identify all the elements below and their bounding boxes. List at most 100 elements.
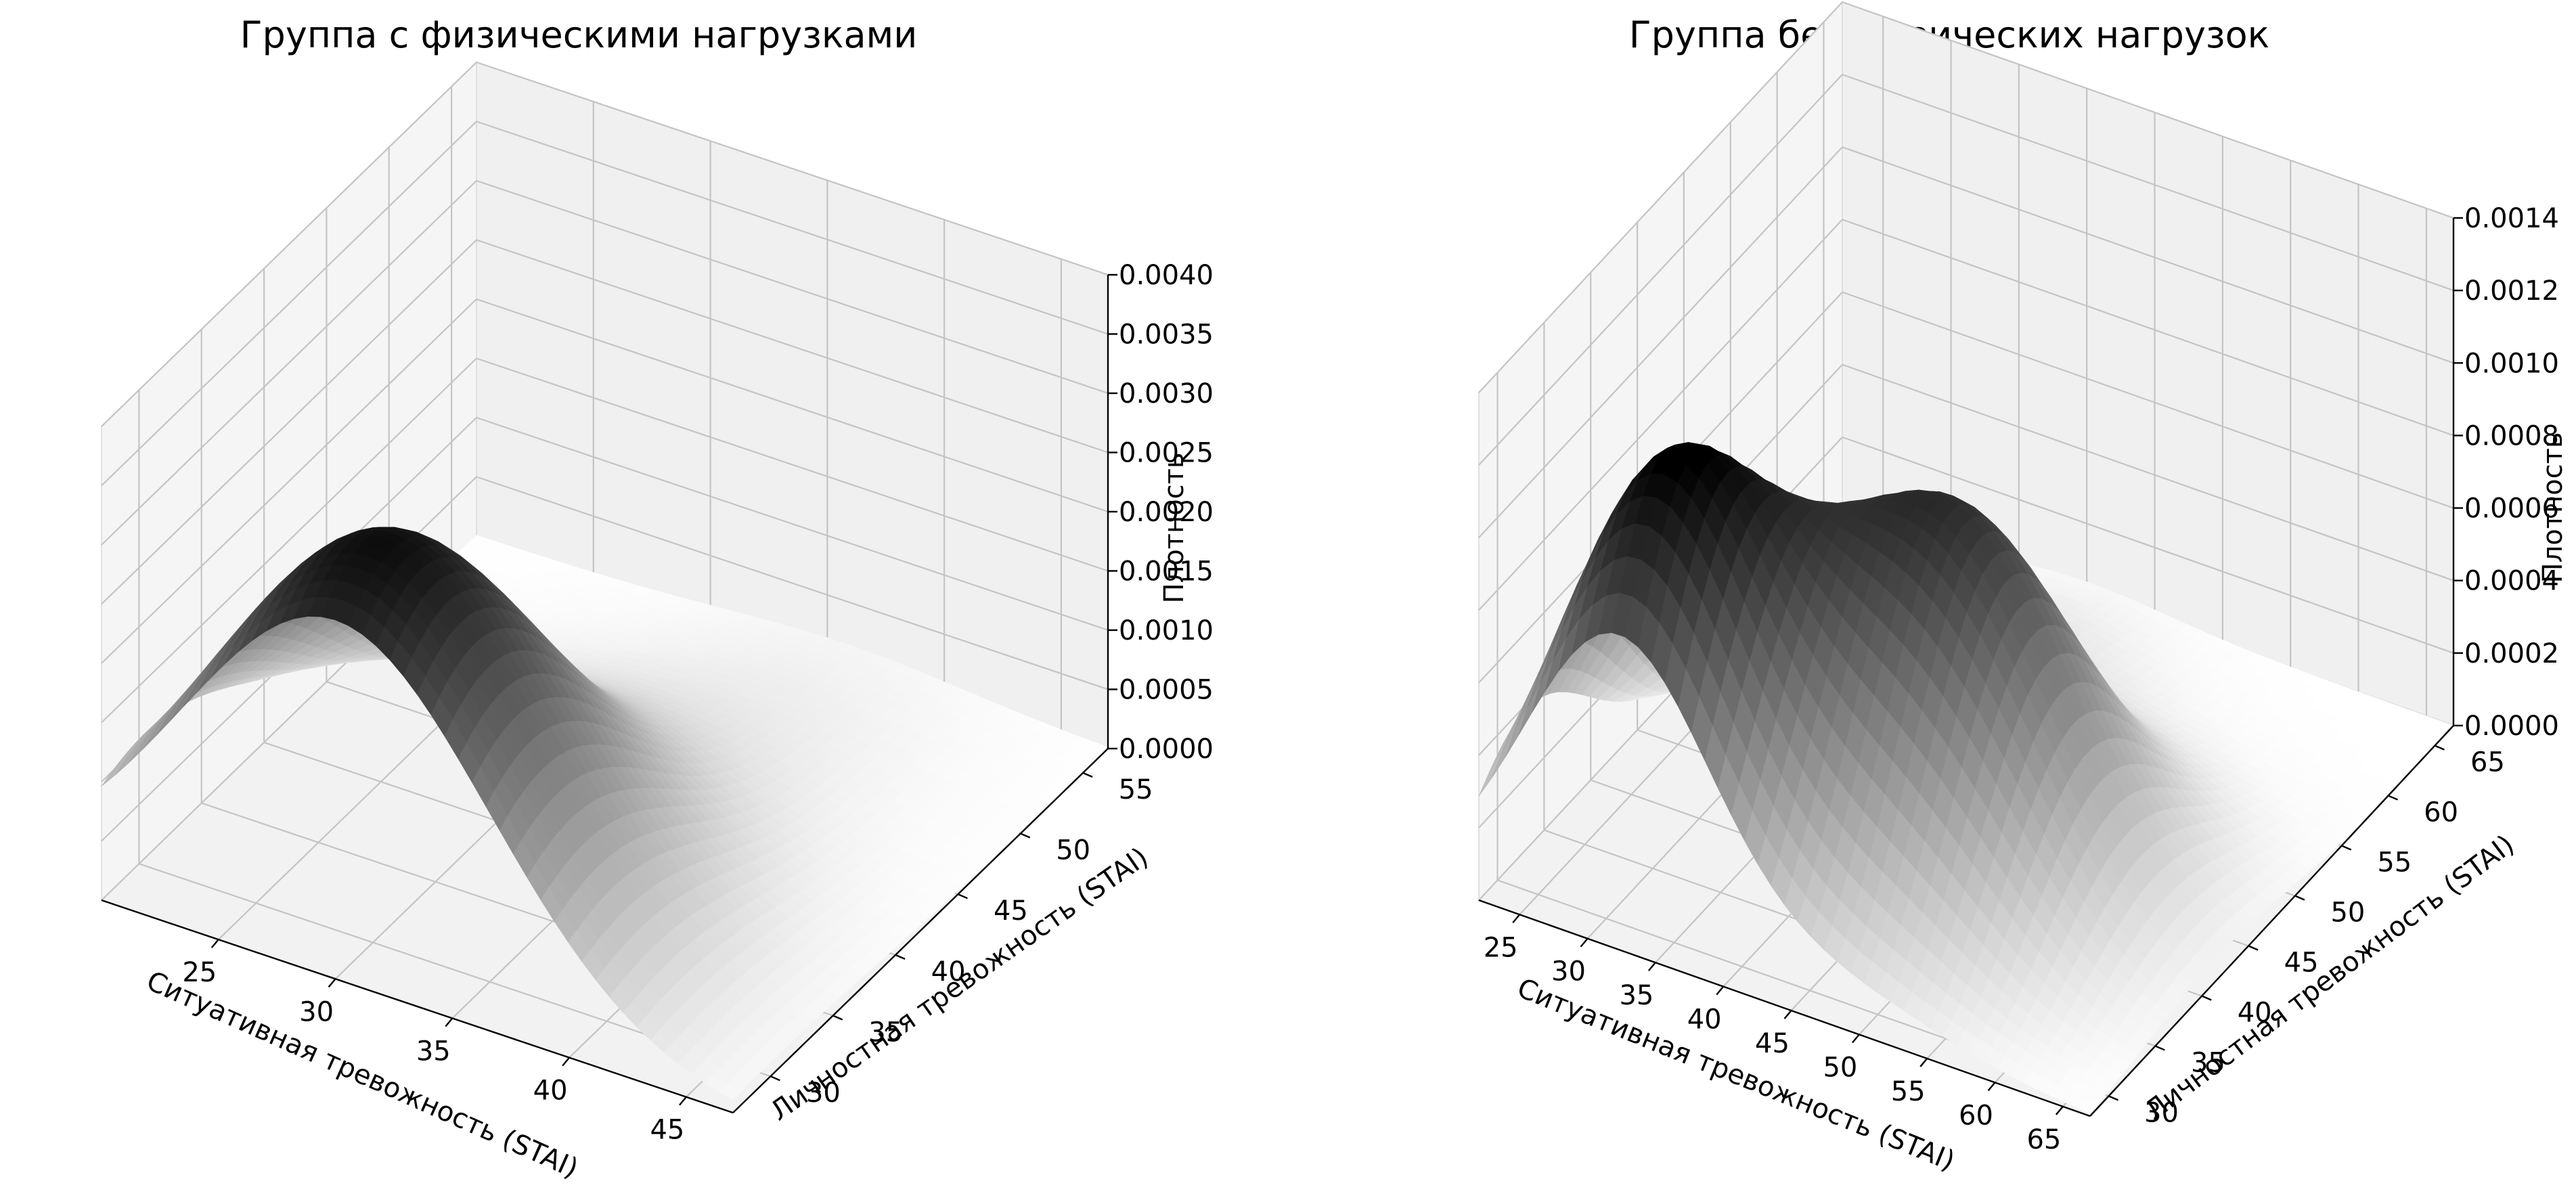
grid-line: [101, 239, 477, 605]
surface-patch: [719, 1083, 742, 1101]
grid-line: [476, 239, 1109, 453]
x-tick: [210, 939, 219, 948]
z-tick-label: 0.0010: [2464, 348, 2559, 379]
y-tick: [895, 954, 906, 960]
y-tick-label: 35: [2191, 1047, 2225, 1078]
y-tick-label: 55: [1119, 774, 1153, 805]
grid-line: [1842, 1, 2454, 219]
x-tick: [678, 1096, 687, 1106]
y-tick-label: 65: [2470, 747, 2505, 778]
x-tick: [1512, 914, 1521, 924]
z-tick-label: 0.0015: [1119, 556, 1214, 587]
x-tick: [1987, 1082, 1996, 1092]
y-tick: [1020, 833, 1031, 839]
x-tick: [1783, 1010, 1792, 1019]
z-tick-label: 0.0025: [1119, 438, 1214, 469]
left-3d-surface-chart: Группа с физическими нагрузками 25 30 35 40…: [100, 14, 1214, 1184]
y-tick: [2294, 895, 2305, 901]
y-tick-label: 45: [2284, 948, 2319, 979]
z-tick-label: 0.0014: [2464, 203, 2559, 234]
grid-line: [476, 298, 1109, 513]
z-tick-label: 0.0010: [1119, 615, 1214, 646]
x-tick-label: 45: [1755, 1028, 1790, 1059]
density-surface: [101, 527, 1109, 1101]
x-tick-label: 35: [1619, 980, 1653, 1011]
x-tick-label: 50: [1823, 1052, 1857, 1084]
x-tick-label: 30: [1551, 956, 1586, 988]
y-tick-label: 30: [2144, 1097, 2179, 1128]
grid-line: [101, 120, 477, 487]
grid-line: [1842, 291, 2454, 509]
x-tick-label: 45: [650, 1115, 684, 1146]
z-axis-ticks: 0.0000 0.0005 0.0010 0.0015 0.0020 0.0025 0.00…: [1108, 260, 1214, 765]
x-tick: [328, 978, 336, 988]
grid-line: [1842, 74, 2454, 292]
y-tick-label: 45: [994, 895, 1028, 927]
y-tick: [2154, 1045, 2165, 1051]
x-tick-label: 55: [1891, 1076, 1926, 1107]
grid-line: [1842, 219, 2454, 437]
grid-line: [1478, 146, 1843, 539]
axis-lines: [1478, 218, 2455, 1117]
density-surface: [1478, 442, 2454, 1113]
z-tick-label: 0.0000: [2464, 711, 2559, 742]
x-tick: [1919, 1058, 1928, 1067]
y-tick: [832, 1015, 843, 1021]
z-axis-label: Плотность: [1159, 453, 1190, 604]
x-tick-label: 40: [1687, 1004, 1722, 1036]
z-tick-label: 0.0008: [2464, 420, 2559, 451]
grid-line: [476, 120, 1109, 335]
grid-line: [476, 179, 1109, 395]
x-tick: [1716, 985, 1725, 996]
y-tick: [957, 893, 968, 900]
grid-line: [101, 180, 477, 546]
grid-line: [1842, 436, 2454, 654]
z-axis-ticks: 0.0000 0.0002 0.0004 0.0006 0.0008 0.0010 0.00…: [2453, 203, 2559, 742]
grid-line: [1478, 74, 1843, 466]
surface-patch: [2076, 1097, 2099, 1113]
grid-line: [1478, 219, 1843, 611]
x-tick-label: 30: [299, 996, 334, 1027]
y-tick: [2388, 795, 2399, 801]
z-tick-label: 0.0002: [2464, 638, 2559, 669]
x-tick: [562, 1057, 571, 1067]
x-axis-line: [1478, 899, 2091, 1117]
grid-line: [476, 357, 1109, 572]
y-tick-label: 40: [931, 956, 966, 988]
x-axis-line: [101, 899, 734, 1114]
y-tick-label: 55: [2377, 847, 2412, 879]
x-axis-ticks: 25 30 35 40 45 50 55 60 65: [1484, 914, 2064, 1155]
z-tick-label: 0.0030: [1119, 378, 1214, 409]
x-tick-label: 25: [1484, 932, 1518, 963]
x-axis-ticks: 25 30 35 40 45: [182, 939, 687, 1146]
y-tick-label: 50: [2330, 897, 2365, 929]
y-tick: [2108, 1095, 2119, 1101]
y-axis-ticks: 30 35 40 45 50 55: [770, 772, 1153, 1109]
grid-line: [101, 298, 477, 664]
x-tick: [1647, 962, 1656, 971]
y-tick: [2248, 945, 2259, 951]
grid-line: [476, 416, 1109, 631]
y-tick: [2434, 745, 2445, 751]
y-tick: [2201, 995, 2212, 1001]
grid-line: [101, 62, 477, 427]
y-tick-label: 35: [868, 1017, 903, 1048]
y-tick: [1082, 772, 1093, 778]
z-tick-label: 0.0004: [2464, 566, 2559, 597]
grid-line: [1842, 363, 2454, 581]
z-tick-label: 0.0000: [1119, 734, 1214, 765]
grid-line: [101, 357, 477, 724]
x-tick: [1580, 937, 1589, 948]
x-tick-label: 40: [533, 1075, 568, 1107]
y-axis-line: [2089, 725, 2454, 1117]
z-tick-label: 0.0020: [1119, 497, 1214, 528]
grid-line: [476, 476, 1109, 690]
z-tick-label: 0.0012: [2464, 275, 2559, 307]
x-tick: [2055, 1106, 2064, 1115]
y-tick-label: 60: [2424, 797, 2458, 828]
y-axis-line: [732, 748, 1109, 1113]
x-tick-label: 25: [182, 957, 217, 988]
x-tick: [1851, 1034, 1860, 1044]
y-tick: [770, 1075, 780, 1082]
